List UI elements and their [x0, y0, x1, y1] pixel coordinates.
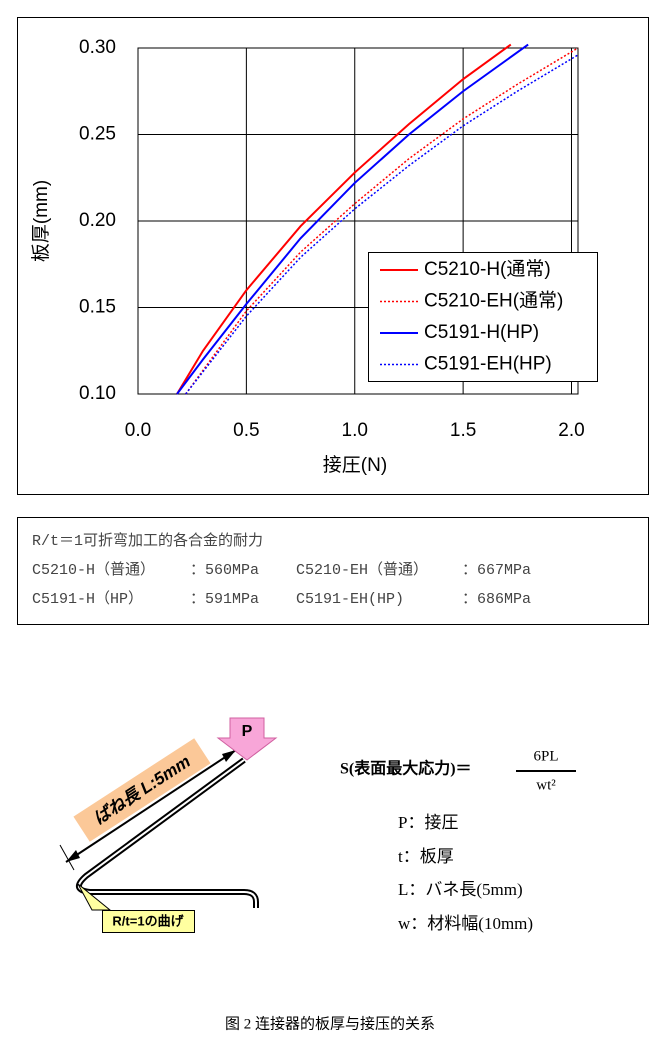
length-arrow — [65, 749, 237, 863]
legend-label: C5210-H(通常) — [424, 258, 551, 280]
note-cell: C5210-EH（普通） — [296, 561, 428, 579]
chart-frame — [17, 17, 649, 495]
legend-label: C5191-EH(HP) — [424, 354, 552, 375]
series-line — [185, 54, 579, 395]
x-axis-label: 接圧(N) — [323, 454, 387, 476]
y-tick-label: 0.30 — [79, 37, 116, 58]
legend-label: C5210-EH(通常) — [424, 290, 563, 312]
y-axis-label: 板厚(mm) — [30, 180, 52, 262]
bend-label-bg — [102, 910, 195, 933]
formula-lhs: S(表面最大応力)＝ — [340, 759, 472, 778]
note-cell: ：591MPa — [190, 591, 259, 608]
note-box — [17, 517, 649, 625]
note-title: R/t＝1可折弯加工的各合金的耐力 — [32, 532, 263, 550]
length-label-bg — [73, 738, 211, 842]
spring-diagram: ばね長 L:5mm P R/t=1の曲げ — [59, 717, 278, 933]
arrow-head — [66, 850, 80, 862]
note-cell: ：667MPa — [462, 562, 531, 579]
x-tick-label: 1.0 — [342, 420, 368, 441]
series-line — [176, 43, 512, 395]
x-tick-label: 1.5 — [450, 420, 476, 441]
y-tick-label: 0.25 — [79, 124, 116, 145]
x-tick-label: 2.0 — [558, 420, 584, 441]
note-cell: C5191-H（HP） — [32, 590, 143, 608]
series-line — [176, 43, 529, 395]
formula-numerator: 6PL — [533, 748, 558, 764]
arrow-head — [222, 750, 236, 762]
note-cell: ：560MPa — [190, 562, 259, 579]
note-cell: ：686MPa — [462, 591, 531, 608]
series-line — [185, 47, 579, 395]
extension-line — [59, 844, 75, 871]
symbol-legend: L：バネ長(5mm) — [398, 880, 523, 899]
legend-box — [368, 252, 598, 382]
note-cell: C5191-EH(HP) — [296, 591, 404, 608]
caption: 图 2 连接器的板厚与接压的关系 — [225, 1014, 435, 1032]
y-tick-label: 0.10 — [79, 383, 116, 404]
callout-pointer — [77, 883, 112, 911]
length-label: ばね長 L:5mm — [90, 752, 194, 829]
symbol-legend: P：接圧 — [398, 813, 458, 832]
bend-label: R/t=1の曲げ — [112, 913, 184, 928]
symbol-legend: t：板厚 — [398, 847, 454, 866]
chart: 0.10 0.15 0.20 0.25 0.30 0.0 0.5 1.0 1.5 2.0 C5210… — [79, 37, 598, 441]
x-tick-label: 0.5 — [233, 420, 259, 441]
legend-label: C5191-H(HP) — [424, 322, 539, 343]
note-cell: C5210-H（普通） — [32, 561, 155, 579]
y-tick-label: 0.15 — [79, 297, 116, 318]
y-tick-label: 0.20 — [79, 210, 116, 231]
formula-denominator: wt² — [536, 777, 556, 793]
x-tick-label: 0.0 — [125, 420, 151, 441]
force-arrow — [216, 717, 278, 761]
spring-highlight — [78, 759, 257, 908]
force-label: P — [242, 723, 253, 740]
symbol-legend: w：材料幅(10mm) — [398, 914, 533, 933]
